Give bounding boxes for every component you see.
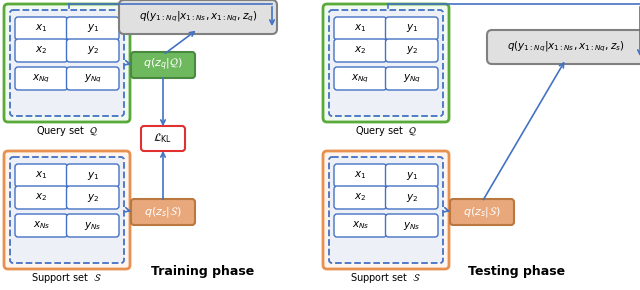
FancyBboxPatch shape (385, 214, 438, 237)
FancyBboxPatch shape (67, 186, 119, 209)
Text: $x_2$: $x_2$ (35, 192, 47, 203)
FancyBboxPatch shape (385, 164, 438, 187)
FancyBboxPatch shape (15, 164, 67, 187)
FancyBboxPatch shape (385, 39, 438, 62)
FancyBboxPatch shape (15, 17, 67, 40)
FancyBboxPatch shape (334, 67, 387, 90)
Text: $x_2$: $x_2$ (354, 192, 366, 203)
FancyBboxPatch shape (334, 214, 387, 237)
Text: Support set  $\mathcal{S}$: Support set $\mathcal{S}$ (31, 271, 102, 285)
Text: Support set  $\mathcal{S}$: Support set $\mathcal{S}$ (350, 271, 422, 285)
Text: $y_1$: $y_1$ (406, 23, 418, 35)
Text: Query set  $\mathcal{Q}$: Query set $\mathcal{Q}$ (355, 124, 417, 138)
Text: ...: ... (356, 208, 365, 218)
FancyBboxPatch shape (10, 10, 124, 116)
Text: Testing phase: Testing phase (468, 265, 566, 278)
FancyBboxPatch shape (67, 17, 119, 40)
FancyBboxPatch shape (450, 199, 514, 225)
FancyBboxPatch shape (329, 10, 443, 116)
Text: ...: ... (407, 61, 416, 71)
Text: $x_{Ns}$: $x_{Ns}$ (33, 220, 50, 231)
FancyBboxPatch shape (4, 151, 130, 269)
Text: ...: ... (356, 61, 365, 71)
Text: $q(y_{1:Nq}|x_{1:Ns},x_{1:Nq},z_s)$: $q(y_{1:Nq}|x_{1:Ns},x_{1:Nq},z_s)$ (507, 40, 625, 54)
FancyBboxPatch shape (334, 164, 387, 187)
FancyBboxPatch shape (67, 67, 119, 90)
FancyBboxPatch shape (15, 214, 67, 237)
Text: $y_{Ns}$: $y_{Ns}$ (84, 220, 102, 231)
Text: $x_1$: $x_1$ (354, 170, 367, 182)
FancyBboxPatch shape (131, 52, 195, 78)
Text: $y_{Nq}$: $y_{Nq}$ (403, 72, 421, 85)
Text: ...: ... (88, 208, 97, 218)
Text: $q(z_s|\mathcal{S})$: $q(z_s|\mathcal{S})$ (463, 205, 501, 219)
FancyBboxPatch shape (334, 39, 387, 62)
Text: $y_1$: $y_1$ (86, 169, 99, 182)
FancyBboxPatch shape (67, 214, 119, 237)
Text: $y_1$: $y_1$ (86, 23, 99, 35)
FancyBboxPatch shape (131, 199, 195, 225)
FancyBboxPatch shape (141, 126, 185, 151)
Text: $y_2$: $y_2$ (406, 44, 418, 57)
Text: $x_{Ns}$: $x_{Ns}$ (351, 220, 369, 231)
FancyBboxPatch shape (334, 17, 387, 40)
FancyBboxPatch shape (385, 67, 438, 90)
Text: ...: ... (36, 208, 45, 218)
Text: ...: ... (88, 61, 97, 71)
Text: $x_1$: $x_1$ (354, 23, 367, 35)
Text: $x_{Nq}$: $x_{Nq}$ (32, 72, 51, 85)
Text: $x_2$: $x_2$ (354, 45, 366, 56)
FancyBboxPatch shape (385, 186, 438, 209)
Text: $x_1$: $x_1$ (35, 23, 47, 35)
Text: $x_{Nq}$: $x_{Nq}$ (351, 72, 369, 85)
Text: $q(z_s|\mathcal{S})$: $q(z_s|\mathcal{S})$ (144, 205, 182, 219)
Text: $y_{Nq}$: $y_{Nq}$ (84, 72, 102, 85)
FancyBboxPatch shape (4, 4, 130, 122)
FancyBboxPatch shape (15, 186, 67, 209)
Text: $x_2$: $x_2$ (35, 45, 47, 56)
FancyBboxPatch shape (334, 186, 387, 209)
Text: $y_2$: $y_2$ (86, 191, 99, 204)
Text: Training phase: Training phase (152, 265, 255, 278)
FancyBboxPatch shape (15, 67, 67, 90)
Text: $q(y_{1:Nq}|x_{1:Ns},x_{1:Nq},z_q)$: $q(y_{1:Nq}|x_{1:Ns},x_{1:Nq},z_q)$ (139, 10, 257, 24)
Text: $y_2$: $y_2$ (406, 191, 418, 204)
Text: Query set  $\mathcal{Q}$: Query set $\mathcal{Q}$ (36, 124, 99, 138)
Text: $y_1$: $y_1$ (406, 169, 418, 182)
Text: ...: ... (407, 208, 416, 218)
FancyBboxPatch shape (15, 39, 67, 62)
FancyBboxPatch shape (385, 17, 438, 40)
FancyBboxPatch shape (329, 157, 443, 263)
Text: $y_{Ns}$: $y_{Ns}$ (403, 220, 420, 231)
FancyBboxPatch shape (10, 157, 124, 263)
FancyBboxPatch shape (67, 39, 119, 62)
Text: $\mathcal{L}_{\mathrm{KL}}$: $\mathcal{L}_{\mathrm{KL}}$ (154, 132, 173, 145)
FancyBboxPatch shape (323, 151, 449, 269)
Text: $x_1$: $x_1$ (35, 170, 47, 182)
FancyBboxPatch shape (487, 30, 640, 64)
Text: $y_2$: $y_2$ (86, 44, 99, 57)
FancyBboxPatch shape (323, 4, 449, 122)
Text: ...: ... (36, 61, 45, 71)
Text: $q(z_q|\mathcal{Q})$: $q(z_q|\mathcal{Q})$ (143, 57, 183, 73)
FancyBboxPatch shape (119, 0, 277, 34)
FancyBboxPatch shape (67, 164, 119, 187)
